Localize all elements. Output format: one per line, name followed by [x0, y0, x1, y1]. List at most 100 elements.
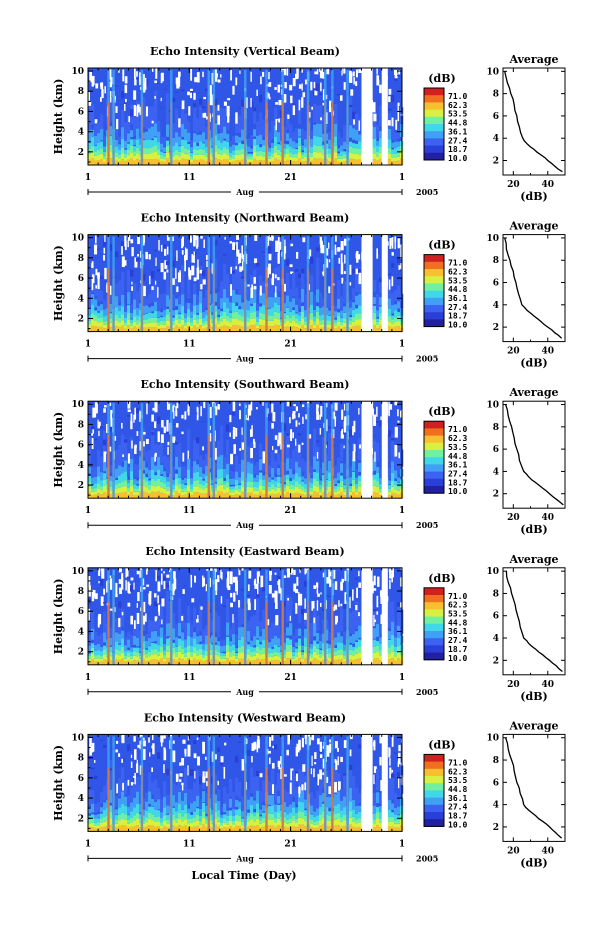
rain-streak-core [213, 601, 215, 665]
heatmap-cell [373, 611, 377, 627]
heatmap-cell [223, 456, 227, 469]
heatmap-cell [151, 327, 155, 332]
heatmap-cell [334, 328, 338, 332]
no-data-patch [391, 117, 394, 127]
heatmap-cell [214, 811, 218, 819]
profile-xlabel: (dB) [520, 690, 547, 703]
no-data-patch [289, 264, 293, 268]
heatmap-cell [352, 471, 356, 480]
no-data-patch [235, 576, 238, 585]
heatmap-cell [223, 318, 227, 325]
heatmap-cell [184, 636, 188, 648]
heatmap-cell [127, 292, 131, 305]
heatmap-cell [379, 306, 383, 314]
no-data-patch [94, 411, 97, 418]
no-data-patch [322, 72, 325, 79]
heatmap-cell [283, 632, 287, 643]
heatmap-cell [97, 661, 101, 665]
heatmap-cell [175, 473, 179, 479]
heatmap-cell [124, 325, 128, 329]
heatmap-cell [352, 610, 356, 635]
heatmap-cell [358, 658, 362, 665]
heatmap-cell [223, 159, 227, 165]
heatmap-cell [196, 149, 200, 155]
heatmap-cell [352, 310, 356, 317]
heatmap-cell [145, 653, 149, 658]
no-data-patch [133, 68, 136, 79]
no-data-patch [134, 77, 137, 86]
heatmap-cell [166, 320, 170, 326]
heatmap-cell [322, 323, 326, 328]
no-data-patch [274, 274, 277, 279]
heatmap-cell [391, 633, 395, 645]
colorbar-band [424, 471, 444, 480]
heatmap-cell [205, 327, 209, 332]
no-data-patch [142, 587, 146, 590]
no-data-patch [229, 241, 232, 244]
heatmap-cell [343, 139, 347, 150]
heatmap-cell [181, 614, 185, 630]
heatmap-cell [379, 468, 383, 479]
heatmap-cell [103, 146, 107, 152]
heatmap-cell [286, 474, 290, 480]
heatmap-cell [139, 630, 143, 646]
no-data-patch [400, 263, 403, 270]
heatmap-cell [94, 822, 98, 826]
heatmap-cell [322, 319, 326, 324]
no-data-patch [154, 402, 158, 413]
heatmap-cell [337, 470, 341, 481]
heatmap-cell [124, 480, 128, 487]
heatmap-cell [205, 642, 209, 651]
heatmap-cell [388, 601, 392, 628]
heatmap-cell [130, 269, 134, 277]
profile-xlabel: (dB) [520, 357, 547, 370]
heatmap-cell [145, 822, 149, 827]
heatmap-cell [274, 152, 278, 159]
heatmap-cell [259, 649, 263, 655]
heatmap-cell [217, 133, 221, 141]
heatmap-cell [358, 305, 362, 314]
profile-xlabel: (dB) [520, 190, 547, 203]
heatmap-cell [373, 280, 377, 292]
heatmap-cell [340, 649, 344, 655]
heatmap-cell [394, 470, 398, 479]
heatmap-cell [196, 295, 200, 305]
heatmap-cell [124, 486, 128, 493]
no-data-patch [335, 615, 339, 625]
heatmap-cell [298, 801, 302, 812]
heatmap-cell [142, 638, 146, 649]
heatmap-cell [94, 803, 98, 813]
heatmap-cell [379, 421, 383, 427]
heatmap-cell [148, 484, 152, 490]
no-data-patch [298, 444, 301, 453]
heatmap-cell [373, 137, 377, 148]
heatmap-cell [187, 326, 191, 332]
no-data-patch [340, 581, 343, 591]
heatmap-cell [226, 461, 230, 475]
x-tick-label: 1 [85, 506, 91, 516]
no-data-patch [320, 406, 323, 417]
heatmap-cell [196, 159, 200, 165]
no-data-patch [164, 248, 167, 256]
heatmap-cell [163, 805, 167, 816]
heatmap-cell [391, 472, 395, 482]
heatmap-cell [172, 156, 176, 161]
heatmap-cell [286, 258, 290, 266]
no-data-patch [295, 438, 297, 446]
heatmap-cell [193, 658, 197, 665]
heatmap-cell [109, 651, 113, 657]
no-data-patch [190, 237, 192, 243]
heatmap-cell [205, 823, 209, 828]
no-data-patch [152, 68, 154, 72]
heatmap-cell [127, 115, 131, 133]
heatmap-cell [232, 302, 236, 313]
heatmap-cell [292, 485, 296, 490]
no-data-patch [214, 447, 217, 460]
heatmap-cell [199, 776, 203, 785]
heatmap-cell [253, 660, 257, 665]
no-data-patch [176, 286, 179, 293]
heatmap-cell [172, 466, 176, 479]
no-data-patch [376, 75, 380, 86]
heatmap-cell [223, 140, 227, 148]
heatmap-cell [349, 474, 353, 484]
